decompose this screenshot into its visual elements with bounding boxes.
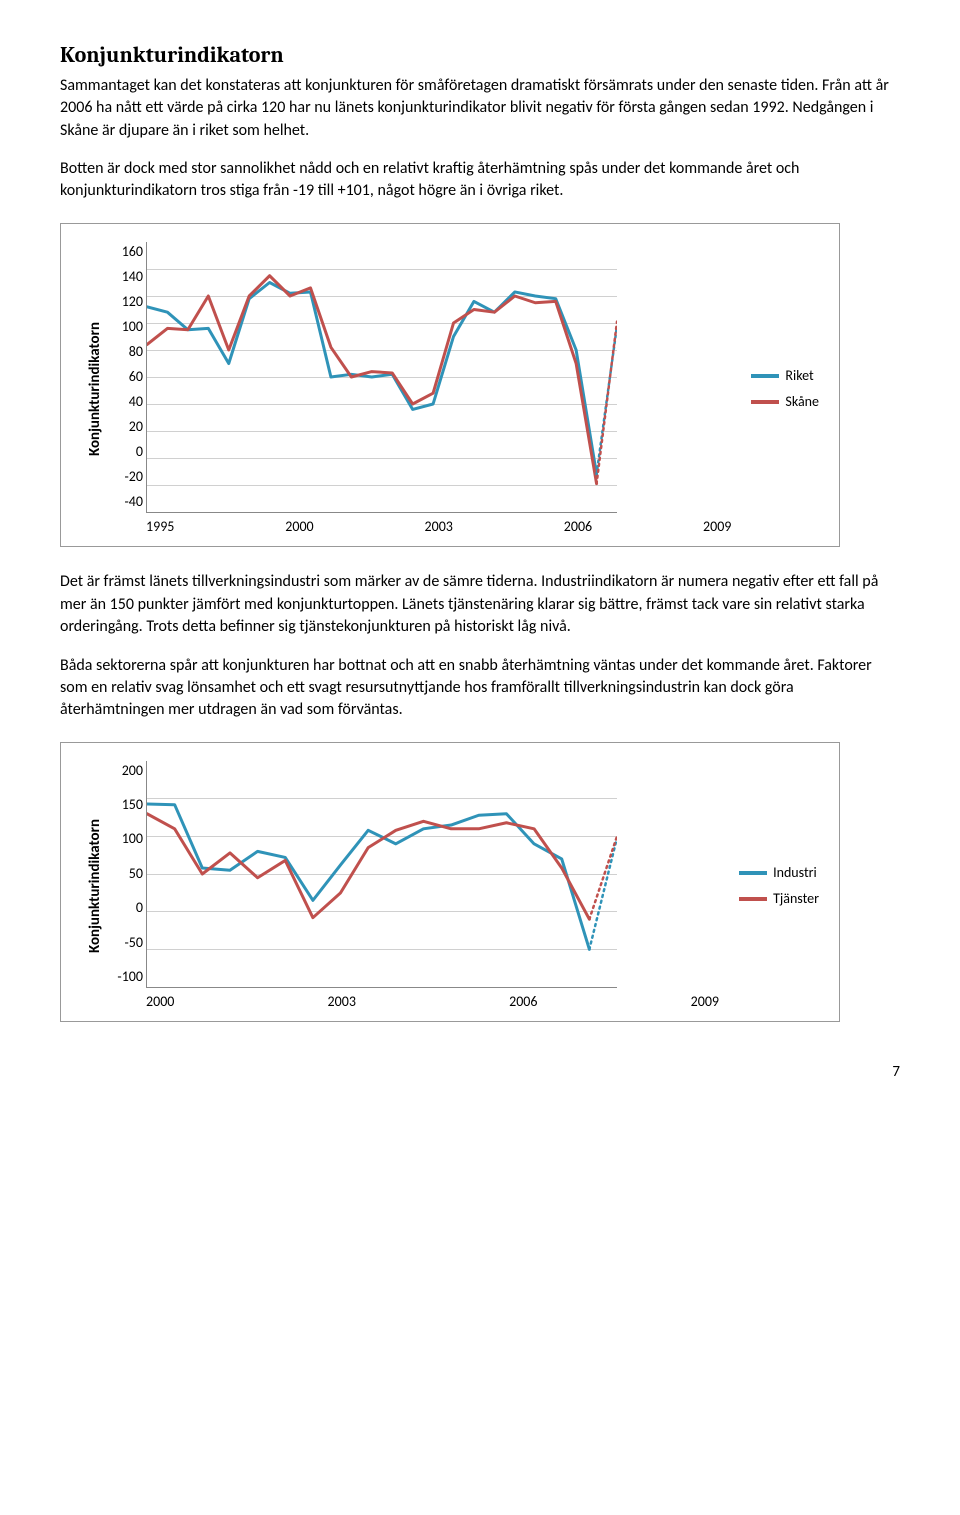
legend-swatch-riket: [751, 374, 779, 378]
chart-2-container: Konjunkturindikatorn 200150100500-50-100…: [60, 742, 840, 1023]
chart-1-container: Konjunkturindikatorn 1601401201008060402…: [60, 223, 840, 548]
legend-swatch-industri: [739, 871, 767, 875]
page-number: 7: [60, 1062, 900, 1083]
chart-1-plot: 160140120100806040200-20-40: [146, 242, 617, 513]
legend-item-tjanster: Tjänster: [739, 889, 819, 909]
chart-2-xticks: 2000200320062009: [146, 988, 719, 1012]
legend-swatch-skane: [751, 400, 779, 404]
legend-label-tjanster: Tjänster: [773, 889, 819, 909]
legend-label-riket: Riket: [785, 366, 813, 386]
chart-1-legend: Riket Skåne: [731, 366, 819, 411]
legend-label-industri: Industri: [773, 863, 817, 883]
legend-item-skane: Skåne: [751, 392, 819, 412]
chart-1-xticks: 19952000200320062009: [146, 513, 731, 537]
paragraph-1: Sammantaget kan det konstateras att konj…: [60, 75, 900, 142]
chart-1-ylabel: Konjunkturindikatorn: [77, 322, 106, 456]
legend-label-skane: Skåne: [785, 392, 819, 412]
paragraph-4: Båda sektorerna spår att konjunkturen ha…: [60, 655, 900, 722]
legend-item-industri: Industri: [739, 863, 819, 883]
legend-item-riket: Riket: [751, 366, 819, 386]
chart-2-plot: 200150100500-50-100: [146, 761, 617, 988]
chart-2-ylabel: Konjunkturindikatorn: [77, 819, 106, 953]
chart-2-legend: Industri Tjänster: [719, 863, 819, 908]
legend-swatch-tjanster: [739, 897, 767, 901]
paragraph-2: Botten är dock med stor sannolikhet nådd…: [60, 158, 900, 203]
paragraph-3: Det är främst länets tillverkningsindust…: [60, 571, 900, 638]
page-heading: Konjunkturindikatorn: [60, 40, 900, 71]
